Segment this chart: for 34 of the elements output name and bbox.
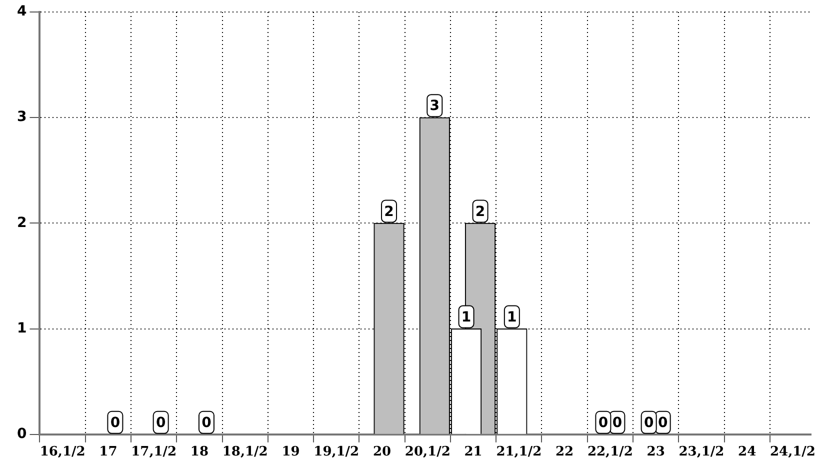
y-tick-label: 0 [16, 426, 27, 442]
data-label: 0 [612, 415, 622, 432]
x-tick-label: 22,1/2 [587, 444, 633, 460]
x-tick-label: 18 [190, 444, 209, 460]
data-label: 0 [644, 415, 654, 432]
x-tick-label: 21 [464, 444, 482, 460]
y-tick-label: 4 [16, 4, 27, 20]
data-label: 0 [156, 415, 166, 432]
data-label: 0 [658, 415, 668, 432]
x-tick-label: 18,1/2 [222, 444, 268, 460]
data-label: 2 [384, 204, 394, 220]
x-tick-label: 24 [738, 444, 756, 460]
x-tick-label: 20 [372, 444, 392, 460]
x-tick-label: 24,1/2 [770, 444, 816, 460]
x-tick-label: 21,1/2 [496, 444, 542, 460]
x-tick-label: 17 [99, 444, 118, 460]
data-label: 0 [202, 415, 212, 432]
data-label: 2 [475, 204, 486, 220]
y-tick-label: 3 [16, 109, 27, 126]
data-label: 3 [430, 98, 440, 114]
x-tick-label: 16,1/2 [40, 444, 86, 460]
data-label: 0 [598, 415, 608, 432]
y-tick-label: 2 [16, 214, 27, 231]
x-tick-label: 19,1/2 [314, 444, 360, 460]
x-tick-label: 17,1/2 [131, 444, 177, 460]
y-tick-label: 1 [16, 320, 27, 336]
data-label: 1 [461, 309, 472, 326]
data-label: 1 [507, 309, 517, 326]
data-label: 0 [110, 415, 120, 432]
x-tick-label: 23,1/2 [678, 444, 724, 460]
x-tick-label: 23 [646, 444, 665, 460]
x-tick-label: 22 [556, 444, 574, 460]
x-tick-label: 19 [282, 444, 300, 460]
x-tick-label: 20,1/2 [404, 444, 450, 460]
